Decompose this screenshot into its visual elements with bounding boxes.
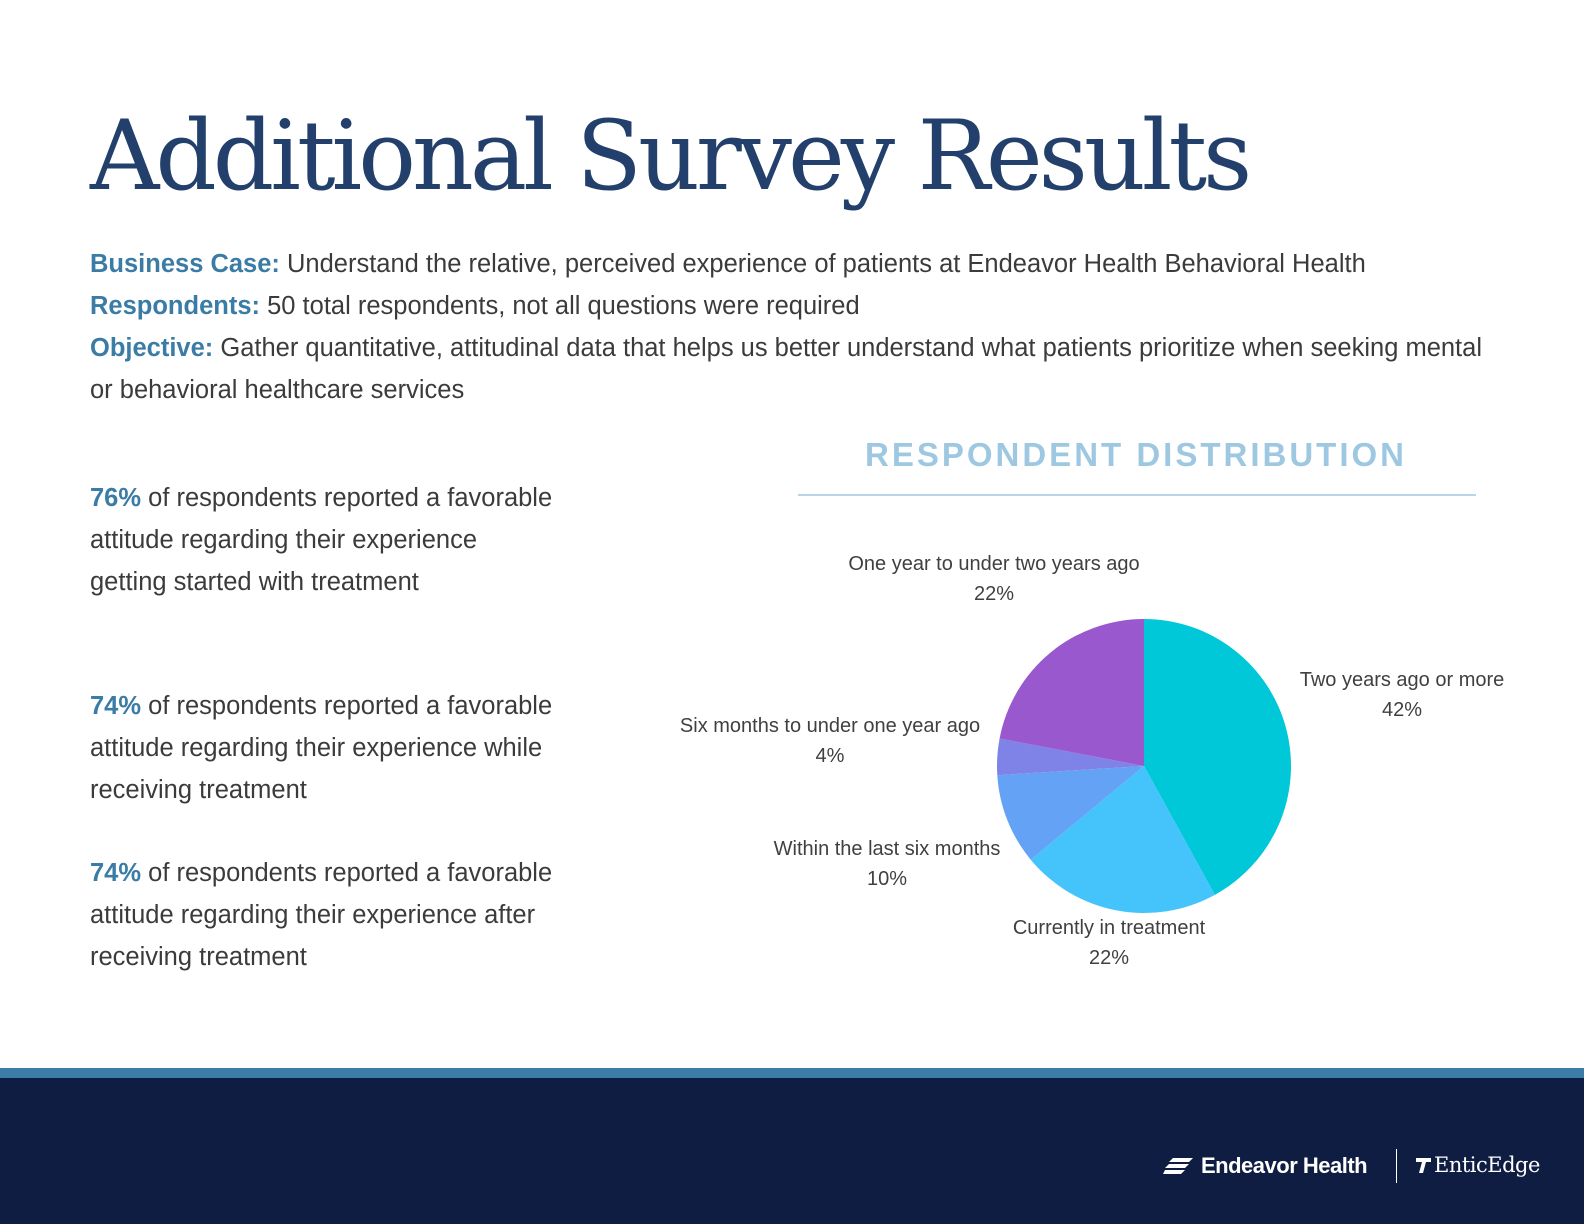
slice-label: Within the last six months (774, 838, 1001, 860)
pie-slice (999, 619, 1144, 766)
page-title: Additional Survey Results (90, 100, 1252, 212)
stat-percent: 74% (90, 692, 142, 720)
slice-label: One year to under two years ago (848, 553, 1139, 575)
respondents-text: 50 total respondents, not all questions … (267, 292, 860, 320)
pie-slice (996, 738, 1144, 776)
logo-divider (1396, 1149, 1397, 1183)
enticedge-logo: EnticEdge (1416, 1153, 1540, 1177)
chart-title: RESPONDENT DISTRIBUTION (864, 436, 1408, 473)
slice-label: Six months to under one year ago (680, 715, 980, 737)
stat-getting-started: 76% of respondents reported a favorable … (90, 477, 560, 603)
business-case-line: Business Case: Understand the relative, … (90, 243, 1490, 285)
slice-value-label: 10% (867, 868, 907, 890)
footer-stripe (0, 1068, 1584, 1078)
endeavor-health-logo-text: Endeavor Health (1201, 1153, 1368, 1178)
stat-percent: 74% (90, 859, 142, 887)
business-case-text: Understand the relative, perceived exper… (287, 250, 1366, 278)
respondents-line: Respondents: 50 total respondents, not a… (90, 285, 1490, 327)
slice-value-label: 22% (1089, 947, 1129, 969)
slice-value-label: 4% (816, 745, 845, 767)
stat-text: of respondents reported a favorable atti… (90, 484, 553, 596)
endeavor-stripes-icon (1163, 1158, 1193, 1174)
stat-text: of respondents reported a favorable atti… (90, 859, 553, 971)
slice-label: Currently in treatment (1013, 917, 1206, 939)
pie-slice (1144, 619, 1292, 895)
pie-slice (1030, 766, 1215, 914)
objective-text: Gather quantitative, attitudinal data th… (90, 334, 1482, 404)
slice-value-label: 42% (1382, 699, 1422, 721)
endeavor-health-logo: Endeavor Health (1163, 1153, 1368, 1179)
stat-while-receiving: 74% of respondents reported a favorable … (90, 685, 560, 811)
chart-title-divider (798, 494, 1476, 496)
business-case-label: Business Case: (90, 250, 280, 278)
stat-text: of respondents reported a favorable atti… (90, 692, 553, 804)
respondents-label: Respondents: (90, 292, 261, 320)
intro-section: Business Case: Understand the relative, … (90, 243, 1490, 411)
enticedge-logo-text: EnticEdge (1434, 1153, 1540, 1177)
stat-percent: 76% (90, 484, 142, 512)
slice-value-label: 22% (974, 583, 1014, 605)
enticedge-mark-icon (1416, 1158, 1431, 1173)
slice-label: Two years ago or more (1300, 669, 1505, 691)
objective-line: Objective: Gather quantitative, attitudi… (90, 327, 1490, 411)
footer (0, 1078, 1584, 1224)
pie-chart: Two years ago or more 42% Currently in tre… (680, 553, 1505, 969)
objective-label: Objective: (90, 334, 214, 362)
stat-after-receiving: 74% of respondents reported a favorable … (90, 852, 560, 978)
pie-slice (997, 766, 1144, 860)
